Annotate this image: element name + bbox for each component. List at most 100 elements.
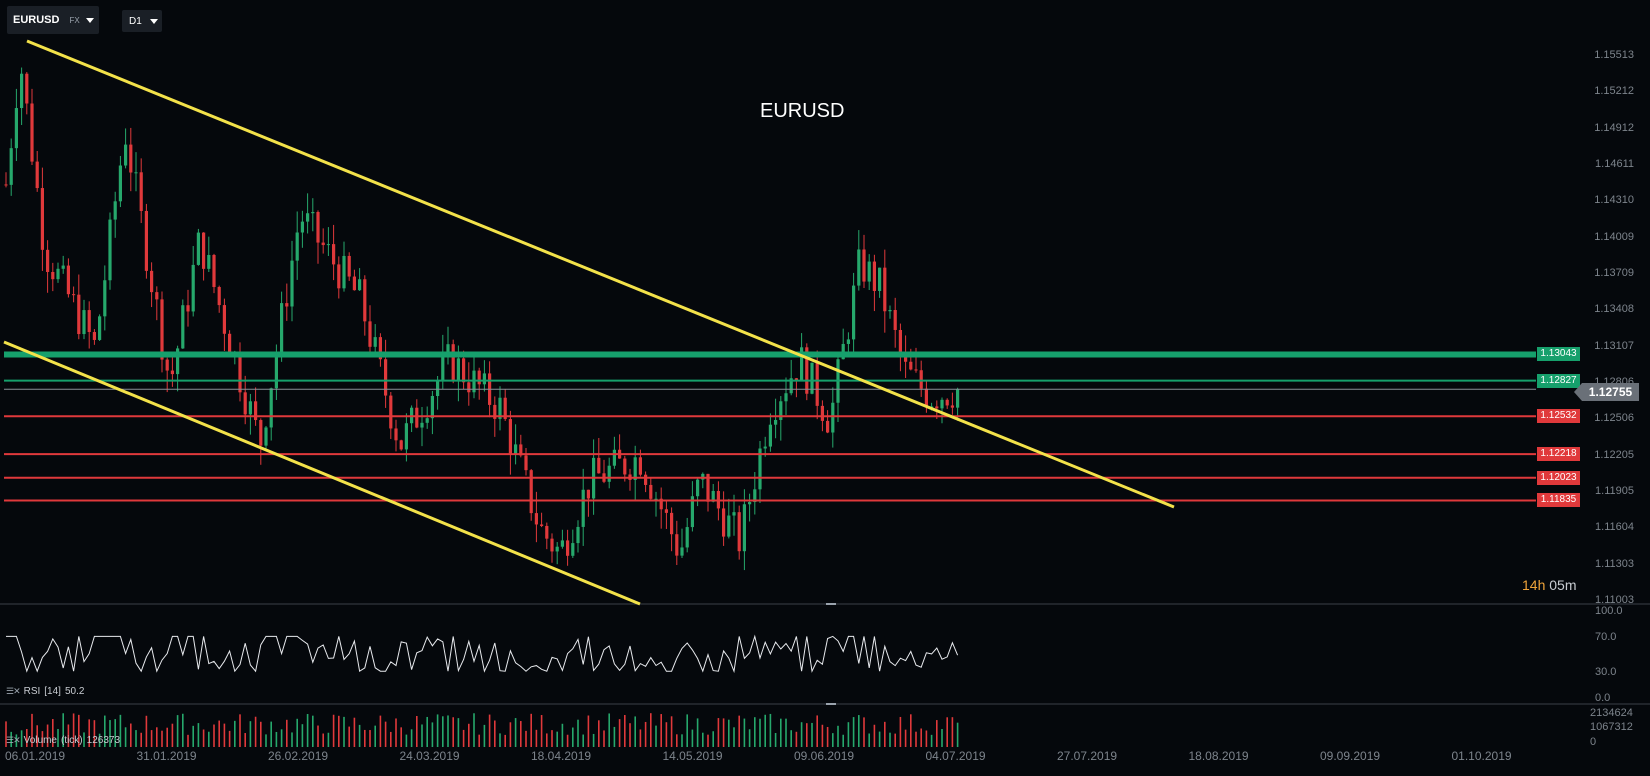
- volume-bar: [161, 730, 163, 747]
- candle-body: [46, 249, 50, 272]
- candle-body: [540, 524, 544, 526]
- settings-icon[interactable]: ☰✕: [6, 686, 21, 696]
- candle-body: [560, 540, 564, 547]
- candle-body: [66, 265, 70, 295]
- volume-bar: [754, 717, 756, 747]
- volume-bar: [182, 713, 184, 747]
- candle-body: [519, 444, 523, 456]
- volume-bar: [795, 731, 798, 747]
- candle-body: [389, 395, 393, 429]
- candle-body: [373, 337, 377, 347]
- timer-minutes: 05m: [1549, 577, 1577, 593]
- candle-body: [326, 244, 330, 246]
- volume-bar: [202, 729, 205, 747]
- volume-bar: [171, 723, 174, 747]
- price-axis-label: 1.11303: [1595, 557, 1634, 570]
- volume-bar: [535, 729, 538, 747]
- candle-body: [800, 347, 804, 381]
- volume-bar: [670, 716, 673, 747]
- volume-bar: [223, 723, 226, 747]
- volume-bar: [384, 721, 387, 747]
- volume-bar: [176, 715, 179, 747]
- candle-body: [503, 397, 507, 420]
- candle-body: [35, 161, 39, 189]
- candle-body: [129, 144, 133, 173]
- candle-body: [118, 165, 122, 202]
- rsi-legend[interactable]: ☰✕ RSI [14] 50.2: [6, 686, 84, 697]
- volume-bar: [228, 730, 231, 747]
- volume-bar: [847, 722, 850, 747]
- volume-bar: [748, 729, 751, 747]
- lower-trendline: [3, 340, 641, 606]
- candle-body: [701, 473, 705, 480]
- pane-resize-handle: [826, 703, 836, 705]
- candle-body: [826, 420, 830, 433]
- volume-bar: [774, 732, 777, 747]
- candle-body: [222, 305, 226, 334]
- candle-body: [420, 422, 424, 428]
- candle-body: [612, 449, 616, 466]
- candle-body: [878, 267, 882, 291]
- candle-body: [810, 362, 814, 394]
- volume-bar: [868, 733, 870, 747]
- candle-body: [181, 305, 185, 349]
- candle-body: [20, 73, 24, 109]
- candle-body: [311, 211, 315, 214]
- volume-bar: [114, 719, 116, 747]
- volume-bar: [863, 717, 865, 747]
- volume-bar: [878, 731, 881, 747]
- volume-bar: [140, 732, 142, 747]
- volume-bar: [956, 722, 959, 747]
- settings-icon[interactable]: ☰✕: [6, 735, 21, 745]
- level-price-tag[interactable]: 1.12023: [1537, 470, 1580, 485]
- date-axis-label: 24.03.2019: [399, 749, 460, 763]
- volume-bar: [696, 718, 699, 747]
- volume-bar: [20, 730, 23, 747]
- level-price-tag[interactable]: 1.12827: [1537, 373, 1580, 388]
- price-axis-label: 1.13709: [1594, 267, 1634, 279]
- candle-body: [566, 540, 570, 556]
- current-price-tag: 1.12755: [1574, 383, 1639, 401]
- level-price-tag[interactable]: 1.13043: [1537, 347, 1580, 362]
- candle-body: [196, 232, 200, 265]
- volume-bar: [925, 730, 928, 747]
- date-axis-label: 09.09.2019: [1320, 749, 1381, 763]
- candle-body: [269, 388, 273, 428]
- volume-bar: [816, 715, 818, 747]
- timeframe-selector[interactable]: D1: [122, 10, 162, 32]
- candle-body: [77, 294, 81, 335]
- volume-bar: [738, 715, 740, 747]
- candle-body: [784, 393, 788, 402]
- volume-bar: [561, 723, 564, 747]
- date-axis-label: 31.01.2019: [136, 749, 197, 763]
- volume-bar: [712, 731, 714, 747]
- candle-body: [462, 358, 466, 383]
- candle-body: [87, 310, 91, 333]
- symbol-selector[interactable]: EURUSD FX: [7, 6, 99, 34]
- volume-bar: [145, 715, 148, 747]
- candle-body: [737, 512, 741, 552]
- candle-body: [893, 309, 897, 330]
- date-axis-label: 09.06.2019: [794, 749, 855, 763]
- volume-bar: [821, 724, 824, 747]
- candle-body: [857, 249, 861, 286]
- volume-bar: [301, 724, 304, 747]
- candle-body: [176, 348, 180, 375]
- candle-body: [742, 504, 746, 552]
- volume-bar: [655, 725, 657, 747]
- volume-bar: [478, 734, 480, 747]
- volume-bar: [374, 725, 376, 747]
- chevron-down-icon: [149, 18, 158, 24]
- volume-bar: [270, 721, 272, 747]
- candle-body: [680, 547, 684, 556]
- level-price-tag[interactable]: 1.12218: [1537, 447, 1580, 462]
- volume-legend[interactable]: ☰✕ Volume (tick) 126373: [6, 735, 120, 746]
- volume-axis-label: 0: [1590, 736, 1597, 748]
- candle-body: [831, 402, 835, 433]
- level-price-tag[interactable]: 1.11835: [1537, 493, 1580, 508]
- volume-bar: [910, 714, 912, 747]
- volume-bar: [239, 714, 241, 747]
- price-axis-label: 1.13408: [1594, 303, 1634, 316]
- level-price-tag[interactable]: 1.12532: [1537, 409, 1580, 424]
